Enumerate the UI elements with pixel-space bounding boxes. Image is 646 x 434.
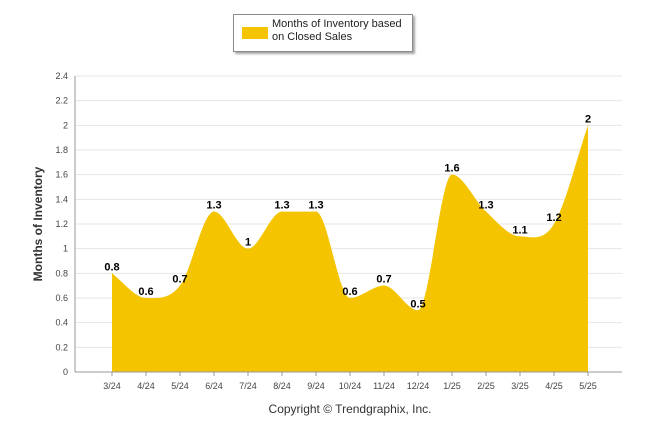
- data-label: 1.6: [444, 163, 459, 175]
- data-label: 1.3: [274, 200, 289, 212]
- data-point: [587, 124, 589, 126]
- data-point: [553, 223, 555, 225]
- x-tick-label: 11/24: [373, 381, 395, 391]
- legend: Months of Inventory based on Closed Sale…: [233, 14, 413, 52]
- data-label: 1: [245, 237, 251, 249]
- y-axis-label: Months of Inventory: [31, 166, 45, 281]
- data-label: 2: [585, 113, 591, 125]
- x-tick-label: 5/25: [579, 381, 597, 391]
- data-point: [315, 211, 317, 213]
- data-label: 0.8: [104, 261, 119, 273]
- data-point: [247, 248, 249, 250]
- data-point: [383, 285, 385, 287]
- data-label: 1.1: [512, 224, 527, 236]
- y-tick-label: 1.6: [55, 170, 68, 180]
- x-tick-label: 3/25: [511, 381, 529, 391]
- data-label: 0.5: [410, 298, 425, 310]
- x-tick-label: 4/25: [545, 381, 563, 391]
- x-tick-label: 10/24: [339, 381, 362, 391]
- y-tick-label: 0: [63, 367, 68, 377]
- y-tick-label: 0.6: [55, 293, 68, 303]
- y-tick-label: 1.8: [55, 145, 68, 155]
- data-point: [485, 211, 487, 213]
- data-point: [111, 272, 113, 274]
- y-tick-label: 1.4: [55, 194, 68, 204]
- y-tick-label: 1.2: [55, 219, 68, 229]
- x-tick-label: 4/24: [137, 381, 155, 391]
- data-label: 1.2: [546, 212, 561, 224]
- data-label: 0.7: [376, 274, 391, 286]
- x-tick-label: 1/25: [443, 381, 461, 391]
- data-point: [451, 174, 453, 176]
- x-tick-label: 7/24: [239, 381, 257, 391]
- x-tick-label: 6/24: [205, 381, 223, 391]
- data-label: 0.7: [172, 274, 187, 286]
- data-label: 1.3: [206, 200, 221, 212]
- data-label: 1.3: [478, 200, 493, 212]
- data-point: [417, 309, 419, 311]
- data-point: [281, 211, 283, 213]
- y-tick-label: 2.4: [55, 71, 68, 81]
- y-tick-label: 0.8: [55, 268, 68, 278]
- x-tick-label: 2/25: [477, 381, 495, 391]
- y-tick-label: 0.2: [55, 342, 68, 352]
- data-label: 0.6: [138, 286, 153, 298]
- data-label: 1.3: [308, 200, 323, 212]
- series-area: [112, 125, 588, 372]
- x-tick-label: 9/24: [307, 381, 325, 391]
- copyright-text: Copyright © Trendgraphix, Inc.: [268, 402, 432, 416]
- x-tick-label: 5/24: [171, 381, 189, 391]
- y-tick-label: 1: [63, 244, 68, 254]
- legend-swatch: [242, 27, 268, 39]
- data-point: [349, 297, 351, 299]
- x-tick-label: 8/24: [273, 381, 291, 391]
- legend-label: Months of Inventory based on Closed Sale…: [272, 18, 402, 43]
- x-tick-label: 12/24: [407, 381, 430, 391]
- y-tick-label: 0.4: [55, 318, 68, 328]
- data-label: 0.6: [342, 286, 357, 298]
- y-tick-label: 2.2: [55, 96, 68, 106]
- x-tick-label: 3/24: [103, 381, 121, 391]
- data-point: [179, 285, 181, 287]
- data-point: [519, 235, 521, 237]
- data-point: [213, 211, 215, 213]
- y-tick-label: 2: [63, 120, 68, 130]
- data-point: [145, 297, 147, 299]
